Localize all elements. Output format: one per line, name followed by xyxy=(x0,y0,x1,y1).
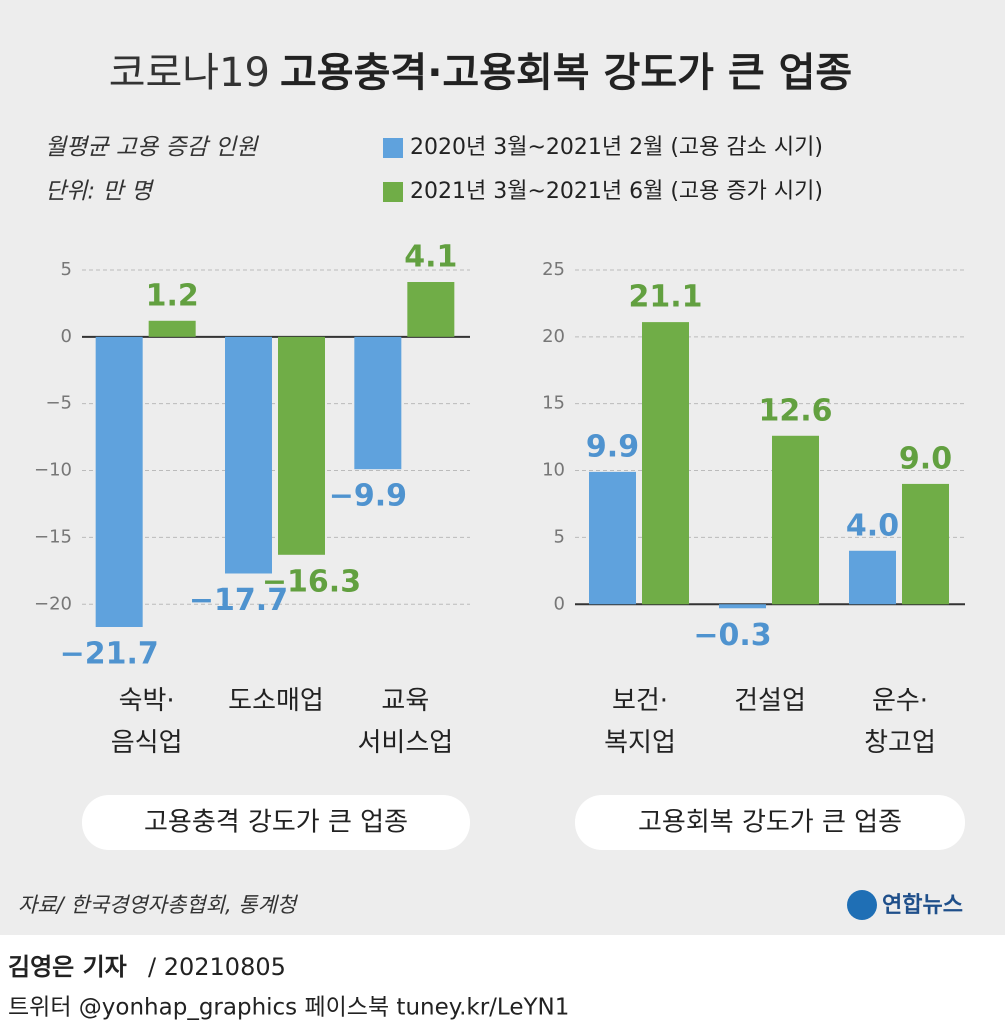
background xyxy=(0,0,1005,935)
bar xyxy=(642,322,689,605)
y-tick-label: −10 xyxy=(34,460,72,481)
author: 김영은 기자 xyxy=(8,953,127,981)
social: 트위터 @yonhap_graphics 페이스북 tuney.kr/LeYN1 xyxy=(8,995,569,1021)
bar xyxy=(354,336,402,470)
bar xyxy=(719,604,766,609)
title-prefix: 코로나19 xyxy=(109,50,270,96)
legend-swatch xyxy=(383,138,403,158)
title: 고용충격·고용회복 강도가 큰 업종 xyxy=(280,50,852,96)
logo-icon xyxy=(847,890,877,920)
caption-box xyxy=(575,795,965,850)
y-tick-label: 5 xyxy=(554,526,565,547)
y-tick-label: −20 xyxy=(34,593,72,614)
caption: 고용충격 강도가 큰 업종 xyxy=(144,808,408,838)
category-label: 건설업 xyxy=(734,686,806,716)
value-label: −16.3 xyxy=(262,564,361,599)
value-label: 1.2 xyxy=(146,278,199,313)
y-tick-label: 15 xyxy=(542,393,565,414)
y-tick-label: −5 xyxy=(45,393,72,414)
legend-label: 2020년 3월~2021년 2월 (고용 감소 시기) xyxy=(410,135,823,160)
category-label: 운수· 창고업 xyxy=(864,686,936,758)
value-label: 21.1 xyxy=(628,280,702,315)
bar xyxy=(407,282,455,337)
source: 자료/ 한국경영자총협회, 통계청 xyxy=(18,893,299,917)
caption-box xyxy=(82,795,470,850)
date: / 20210805 xyxy=(148,953,286,981)
y-tick-label: 20 xyxy=(542,326,565,347)
bar xyxy=(849,550,896,605)
caption: 고용회복 강도가 큰 업종 xyxy=(638,808,902,838)
value-label: −21.7 xyxy=(60,636,159,671)
value-label: 12.6 xyxy=(758,393,832,428)
value-label: 4.0 xyxy=(846,508,899,543)
category-label: 도소매업 xyxy=(228,686,324,716)
bar xyxy=(225,336,272,574)
y-tick-label: −15 xyxy=(34,526,72,547)
y-tick-label: 25 xyxy=(542,259,565,280)
unit: 단위: 만 명 xyxy=(45,179,155,205)
value-label: −17.7 xyxy=(189,583,288,618)
category-label: 교육 서비스업 xyxy=(357,686,454,758)
y-tick-label: 0 xyxy=(554,593,565,614)
bar xyxy=(148,320,196,337)
logo: 연합뉴스 xyxy=(882,892,963,918)
bar xyxy=(902,483,949,605)
value-label: −0.3 xyxy=(693,618,771,653)
value-label: −9.9 xyxy=(329,479,407,514)
bar xyxy=(772,435,819,605)
y-tick-label: 10 xyxy=(542,460,565,481)
value-label: 9.9 xyxy=(586,429,639,464)
legend-label: 2021년 3월~2021년 6월 (고용 증가 시기) xyxy=(410,179,823,204)
value-label: 9.0 xyxy=(899,441,952,476)
category-label: 보건· 복지업 xyxy=(604,686,676,758)
y-tick-label: 0 xyxy=(61,326,72,347)
bar xyxy=(95,336,143,627)
value-label: 4.1 xyxy=(404,240,457,275)
y-tick-label: 5 xyxy=(61,259,72,280)
legend-swatch xyxy=(383,182,403,202)
category-label: 숙박· 음식업 xyxy=(110,686,183,758)
bar xyxy=(589,471,636,605)
bar xyxy=(278,336,325,555)
note: 월평균 고용 증감 인원 xyxy=(45,135,259,161)
